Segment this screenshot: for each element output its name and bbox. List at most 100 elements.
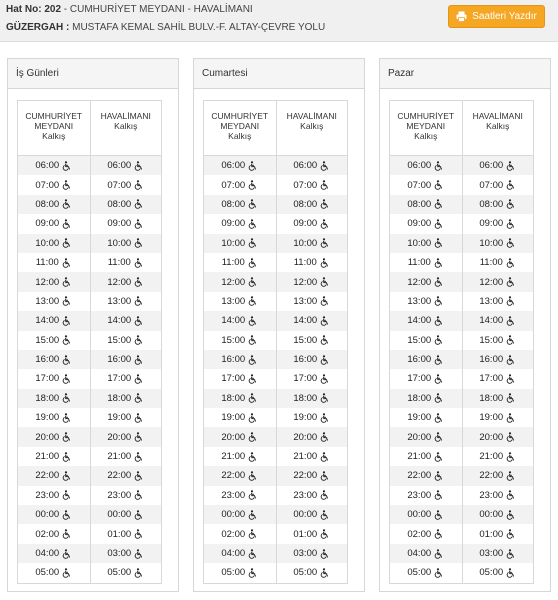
- departure-time: 06:00: [479, 160, 504, 172]
- table-row: 22:00 22:00: [18, 466, 161, 486]
- wheelchair-icon: [320, 432, 330, 442]
- wheelchair-icon: [134, 277, 144, 287]
- wheelchair-icon: [134, 199, 144, 210]
- wheelchair-icon: [248, 568, 258, 578]
- table-row: 19:00 19:00: [18, 408, 161, 428]
- table-row: 04:00 03:00: [18, 543, 161, 564]
- departure-time: 10:00: [293, 237, 318, 249]
- wheelchair-icon: [62, 490, 72, 501]
- wheelchair-icon: [62, 412, 72, 423]
- departure-time-cell: 05:00: [390, 563, 462, 582]
- wheelchair-icon: [62, 393, 72, 404]
- wheelchair-icon: [506, 568, 516, 578]
- departure-time-cell: 18:00: [461, 388, 534, 409]
- wheelchair-icon: [134, 354, 144, 365]
- departure-time-cell: 16:00: [275, 349, 348, 370]
- wheelchair-icon: [434, 529, 444, 539]
- departure-time: 13:00: [407, 295, 432, 307]
- table-row: 21:00 21:00: [390, 446, 533, 467]
- column-title: HAVALİMANI: [286, 111, 337, 121]
- departure-time-cell: 07:00: [89, 175, 162, 195]
- departure-time-cell: 03:00: [461, 543, 534, 564]
- wheelchair-icon: [62, 471, 72, 481]
- table-row: 11:00 11:00: [204, 252, 347, 273]
- departure-time: 17:00: [221, 373, 246, 385]
- wheelchair-icon: [506, 219, 516, 229]
- departure-time-cell: 15:00: [89, 330, 162, 350]
- table-row: 00:00 00:00: [390, 505, 534, 525]
- departure-time: 04:00: [221, 548, 246, 559]
- table-row: 12:00 12:00: [390, 272, 533, 292]
- print-schedule-button[interactable]: Saatleri Yazdır: [448, 5, 545, 28]
- table-row: 23:00 23:00: [204, 485, 348, 506]
- wheelchair-icon: [434, 451, 444, 462]
- departure-time: 14:00: [221, 315, 246, 327]
- departure-time-cell: 06:00: [275, 156, 348, 176]
- departure-time: 20:00: [107, 431, 132, 443]
- departure-time-cell: 16:00: [390, 350, 462, 369]
- table-row: 10:00 10:00: [18, 233, 161, 253]
- departure-time-cell: 05:00: [204, 563, 276, 582]
- departure-time-cell: 12:00: [275, 272, 348, 292]
- route-info: GÜZERGAH : MUSTAFA KEMAL SAHİL BULV.-F. …: [6, 22, 325, 33]
- departure-time: 10:00: [221, 237, 246, 249]
- wheelchair-icon: [62, 277, 72, 287]
- route-text: MUSTAFA KEMAL SAHİL BULV.-F. ALTAY-ÇEVRE…: [69, 22, 326, 33]
- column-header-origin: CUMHURİYET MEYDANI Kalkış: [18, 101, 90, 155]
- timetable-body: 06:00 06:00 07:00 07:00 08:00 08:00 09:00 09:00…: [390, 156, 533, 583]
- departure-time-cell: 17:00: [18, 369, 90, 388]
- table-row: 20:00 20:00: [390, 427, 533, 447]
- departure-time: 14:00: [293, 315, 318, 327]
- departure-time: 05:00: [293, 567, 318, 579]
- wheelchair-icon: [506, 238, 516, 248]
- departure-time: 23:00: [293, 489, 318, 501]
- wheelchair-icon: [134, 160, 144, 171]
- wheelchair-icon: [320, 471, 330, 481]
- departure-time-cell: 21:00: [390, 447, 462, 466]
- departure-time-cell: 12:00: [204, 272, 276, 291]
- departure-time-cell: 06:00: [390, 156, 462, 175]
- departure-time: 08:00: [293, 198, 318, 210]
- wheelchair-icon: [248, 335, 258, 345]
- wheelchair-icon: [62, 374, 72, 384]
- departure-time: 12:00: [35, 276, 60, 288]
- departure-time: 13:00: [107, 295, 132, 307]
- departure-time: 18:00: [479, 392, 504, 404]
- table-row: 13:00 13:00: [18, 291, 161, 312]
- departure-time-cell: 15:00: [204, 331, 276, 350]
- table-row: 00:00 00:00: [18, 505, 161, 525]
- departure-time: 10:00: [407, 237, 432, 249]
- wheelchair-icon: [434, 354, 444, 365]
- wheelchair-icon: [506, 199, 516, 210]
- wheelchair-icon: [320, 160, 330, 171]
- departure-time: 16:00: [479, 354, 504, 366]
- wheelchair-icon: [434, 199, 444, 210]
- departure-time-cell: 17:00: [461, 369, 534, 389]
- table-row: 09:00 09:00: [390, 214, 533, 234]
- column-title: CUMHURİYET MEYDANI: [211, 111, 269, 131]
- departure-time: 13:00: [479, 295, 504, 307]
- departure-time-cell: 05:00: [18, 563, 90, 582]
- departure-time-cell: 17:00: [275, 369, 348, 389]
- column-subtitle: Kalkış: [114, 121, 138, 131]
- departure-time-cell: 00:00: [461, 505, 534, 525]
- wheelchair-icon: [248, 451, 258, 462]
- departure-time: 18:00: [407, 392, 432, 404]
- departure-time: 05:00: [35, 567, 60, 579]
- departure-time-cell: 23:00: [275, 485, 348, 506]
- timetable-body: 06:00 06:00 07:00 07:00 08:00 08:00 09:00 09:00…: [204, 156, 347, 583]
- departure-time: 17:00: [407, 373, 432, 385]
- timetable: CUMHURİYET MEYDANI Kalkış HAVALİMANI Kalkış…: [389, 100, 534, 584]
- departure-time: 13:00: [221, 295, 246, 307]
- departure-time-cell: 19:00: [18, 408, 90, 427]
- departure-time: 20:00: [293, 431, 318, 443]
- departure-time-cell: 14:00: [390, 311, 462, 330]
- wheelchair-icon: [434, 180, 444, 190]
- table-row: 06:00 06:00: [204, 156, 348, 176]
- departure-time: 11:00: [407, 257, 431, 269]
- table-row: 15:00 15:00: [18, 330, 162, 350]
- table-row: 08:00 08:00: [390, 194, 533, 215]
- departure-time: 03:00: [479, 548, 504, 559]
- departure-time-cell: 14:00: [275, 311, 348, 331]
- wheelchair-icon: [62, 335, 72, 345]
